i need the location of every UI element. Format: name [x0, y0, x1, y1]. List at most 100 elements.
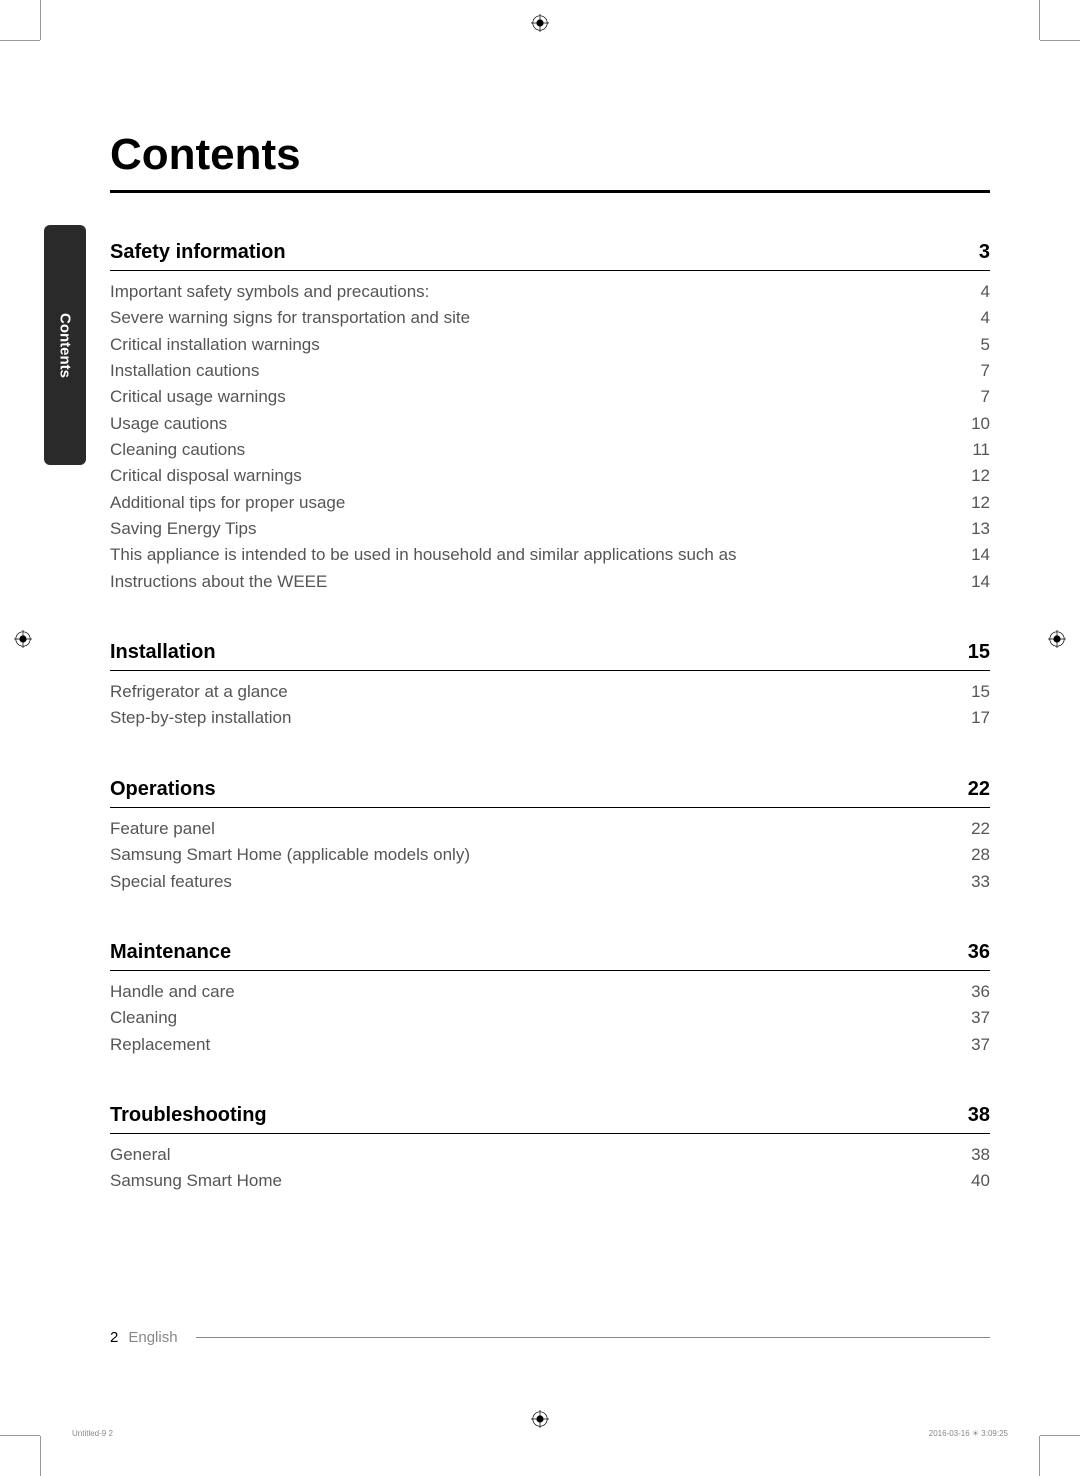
toc-section: Maintenance36Handle and care36Cleaning37…	[110, 941, 990, 1058]
toc-entry-page: 5	[950, 332, 990, 358]
toc-entry-title: Usage cautions	[110, 411, 950, 437]
toc-entry-title: Installation cautions	[110, 358, 950, 384]
toc-entry-title: Samsung Smart Home (applicable models on…	[110, 842, 950, 868]
toc-entry: This appliance is intended to be used in…	[110, 542, 990, 568]
crop-mark	[0, 1435, 40, 1436]
toc-entry-title: Critical installation warnings	[110, 332, 950, 358]
toc-section-title: Troubleshooting	[110, 1104, 267, 1127]
print-footer-left: Untitled-9 2	[72, 1429, 113, 1438]
toc-section: Troubleshooting38General38Samsung Smart …	[110, 1104, 990, 1195]
toc-entry-title: Severe warning signs for transportation …	[110, 305, 950, 331]
toc-entry-title: Feature panel	[110, 816, 950, 842]
toc-entry: Step-by-step installation17	[110, 705, 990, 731]
toc-entry-page: 12	[950, 463, 990, 489]
crop-mark	[1039, 1436, 1040, 1476]
toc-entry: Handle and care36	[110, 979, 990, 1005]
crop-mark	[40, 1436, 41, 1476]
toc-entry-page: 28	[950, 842, 990, 868]
toc-section-page: 36	[968, 941, 990, 964]
toc-entry: Critical usage warnings7	[110, 384, 990, 410]
toc-section-header: Maintenance 36	[110, 941, 990, 971]
crop-mark	[40, 0, 41, 40]
toc-section-title: Installation	[110, 641, 216, 664]
toc-entry-title: Refrigerator at a glance	[110, 679, 950, 705]
toc-entry-title: Step-by-step installation	[110, 705, 950, 731]
toc-section-page: 15	[968, 641, 990, 664]
toc-section-header: Safety information3	[110, 241, 990, 271]
toc-entry-page: 7	[950, 384, 990, 410]
toc-entry-title: Instructions about the WEEE	[110, 569, 950, 595]
toc-section-title: Maintenance	[110, 941, 231, 964]
page-footer: 2 English	[110, 1329, 990, 1346]
crop-mark	[1039, 0, 1040, 40]
toc-entry: Usage cautions10	[110, 411, 990, 437]
crop-mark	[0, 40, 40, 41]
toc-section-page: 22	[968, 778, 990, 801]
toc-entry: Replacement37	[110, 1032, 990, 1058]
print-footer: Untitled-9 2 2016-03-16 ☀ 3:09:25	[72, 1429, 1008, 1438]
print-footer-right: 2016-03-16 ☀ 3:09:25	[929, 1429, 1008, 1438]
page-title: Contents	[110, 130, 990, 193]
sidebar-tab: Contents	[44, 225, 86, 465]
toc-entry-title: Cleaning cautions	[110, 437, 950, 463]
toc-entry-page: 15	[950, 679, 990, 705]
crop-mark	[1040, 40, 1080, 41]
toc-entry: Critical installation warnings5	[110, 332, 990, 358]
toc-sections: Safety information3 Important safety symb…	[110, 241, 990, 1195]
toc-section: Operations 22 Feature panel22Samsung Smart…	[110, 778, 990, 895]
toc-entry: Special features33	[110, 869, 990, 895]
toc-section-title: Operations	[110, 778, 216, 801]
toc-entry-title: Important safety symbols and precautions…	[110, 279, 950, 305]
toc-entry-page: 36	[950, 979, 990, 1005]
toc-entry-title: Cleaning	[110, 1005, 950, 1031]
toc-entry: Additional tips for proper usage12	[110, 490, 990, 516]
toc-entry: Feature panel22	[110, 816, 990, 842]
registration-mark-icon	[14, 630, 32, 648]
page-content: Contents Safety information3 Important sa…	[110, 130, 990, 1241]
registration-mark-icon	[1048, 630, 1066, 648]
toc-entry-title: Replacement	[110, 1032, 950, 1058]
footer-rule	[196, 1337, 990, 1338]
toc-entry: Samsung Smart Home (applicable models on…	[110, 842, 990, 868]
crop-mark	[1040, 1435, 1080, 1436]
toc-entry-page: 4	[950, 305, 990, 331]
toc-section: Installation15Refrigerator at a glance15…	[110, 641, 990, 732]
toc-section-title: Safety information	[110, 241, 286, 264]
toc-section-header: Installation 15	[110, 641, 990, 671]
toc-section-header: Operations 22	[110, 778, 990, 808]
sidebar-label: Contents	[57, 313, 74, 378]
toc-entry-page: 14	[950, 569, 990, 595]
toc-entry-title: Critical disposal warnings	[110, 463, 950, 489]
toc-entry: Cleaning cautions11	[110, 437, 990, 463]
toc-entry-title: Additional tips for proper usage	[110, 490, 950, 516]
toc-section-header: Troubleshooting 38	[110, 1104, 990, 1134]
toc-entry-title: Critical usage warnings	[110, 384, 950, 410]
toc-entry-page: 17	[950, 705, 990, 731]
toc-section: Safety information3 Important safety symb…	[110, 241, 990, 595]
registration-mark-icon	[531, 1410, 549, 1428]
toc-entry: Instructions about the WEEE14	[110, 569, 990, 595]
toc-entry: Severe warning signs for transportation …	[110, 305, 990, 331]
toc-entry: General38	[110, 1142, 990, 1168]
toc-entry-title: Special features	[110, 869, 950, 895]
toc-entry-page: 37	[950, 1005, 990, 1031]
toc-entry-page: 4	[950, 279, 990, 305]
toc-entry: Critical disposal warnings12	[110, 463, 990, 489]
toc-entry-page: 40	[950, 1168, 990, 1194]
footer-language: English	[128, 1329, 177, 1346]
toc-entry: Refrigerator at a glance15	[110, 679, 990, 705]
toc-entry-page: 13	[950, 516, 990, 542]
toc-entry-title: Handle and care	[110, 979, 950, 1005]
toc-section-page: 38	[968, 1104, 990, 1127]
toc-entry-title: Saving Energy Tips	[110, 516, 950, 542]
toc-entry-page: 7	[950, 358, 990, 384]
toc-entry-page: 37	[950, 1032, 990, 1058]
toc-entry-title: General	[110, 1142, 950, 1168]
toc-entry-title: This appliance is intended to be used in…	[110, 542, 950, 568]
footer-page-number: 2	[110, 1329, 118, 1346]
toc-entry-page: 14	[950, 542, 990, 568]
toc-entry-page: 10	[950, 411, 990, 437]
toc-entry: Cleaning37	[110, 1005, 990, 1031]
toc-entry: Important safety symbols and precautions…	[110, 279, 990, 305]
toc-entry-page: 12	[950, 490, 990, 516]
